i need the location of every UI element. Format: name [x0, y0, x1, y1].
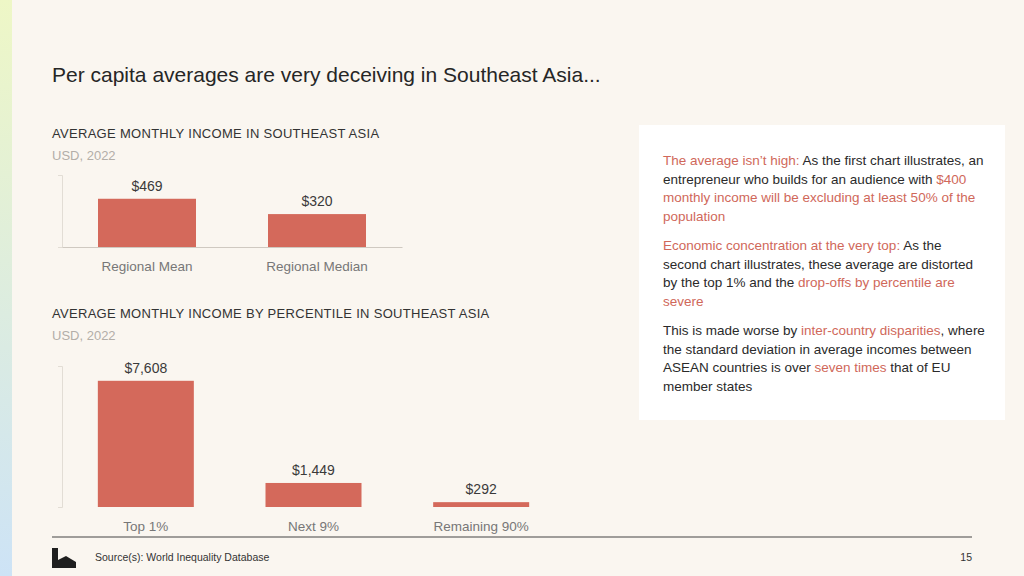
x-tick-label: Remaining 90%	[434, 519, 529, 534]
footer-rule	[52, 537, 972, 538]
data-label: $7,608	[124, 360, 167, 376]
background	[0, 0, 1024, 576]
x-tick: Regional Median	[266, 247, 367, 274]
y-axis-line	[58, 367, 63, 508]
bars	[98, 381, 529, 507]
x-tick: Remaining 90%	[434, 507, 529, 534]
data-labels: $7,608 $1,449 $292	[124, 360, 497, 497]
x-axis-line	[63, 507, 566, 508]
chart-subtitle: USD, 2022	[52, 148, 116, 163]
panel-text: inter-country disparities	[801, 323, 941, 338]
page-number: 15	[960, 551, 972, 563]
data-label: $292	[466, 481, 497, 497]
x-tick-label: Next 9%	[288, 519, 339, 534]
x-tick-label: Regional Mean	[102, 259, 193, 274]
panel-paragraph: This is made worse by inter-country disp…	[663, 322, 985, 396]
data-label: $469	[131, 178, 162, 194]
bar	[433, 502, 529, 507]
chart-title: AVERAGE MONTHLY INCOME BY PERCENTILE IN …	[52, 306, 490, 321]
panel-text: The average isn’t high:	[663, 153, 800, 168]
panel-text: Economic concentration at the very top:	[663, 238, 900, 253]
chart-title: AVERAGE MONTHLY INCOME IN SOUTHEAST ASIA	[52, 126, 379, 141]
data-labels: $469 $320	[131, 178, 332, 209]
bar	[266, 483, 362, 507]
bar	[98, 199, 196, 247]
x-tick-label: Top 1%	[123, 519, 168, 534]
data-label: $320	[301, 193, 332, 209]
panel-paragraph: The average isn’t high: As the first cha…	[663, 152, 985, 226]
x-tick-label: Regional Median	[266, 259, 367, 274]
page-title: Per capita averages are very deceiving i…	[52, 63, 601, 86]
x-tick: Next 9%	[288, 507, 339, 534]
chart-subtitle: USD, 2022	[52, 328, 116, 343]
x-tick: Regional Mean	[102, 247, 193, 274]
panel-paragraph: Economic concentration at the very top: …	[663, 237, 985, 311]
logo	[52, 548, 76, 568]
x-tick: Top 1%	[123, 507, 168, 534]
y-axis	[58, 176, 63, 248]
chart: AVERAGE MONTHLY INCOME BY PERCENTILE IN …	[52, 306, 566, 534]
chart: AVERAGE MONTHLY INCOME IN SOUTHEAST ASIA…	[52, 126, 403, 274]
x-axis: Regional Mean Regional Median	[63, 247, 403, 274]
data-label: $1,449	[292, 462, 335, 478]
y-axis-line	[58, 176, 63, 248]
y-axis	[58, 367, 63, 508]
panel-text: This is made worse by	[663, 323, 801, 338]
x-axis-line	[63, 247, 403, 248]
panel-text: seven times	[815, 360, 887, 375]
text-panel: The average isn’t high: As the first cha…	[639, 125, 1005, 420]
source: Source(s): World Inequality Database	[95, 551, 269, 563]
bar	[98, 381, 194, 507]
x-axis: Top 1% Next 9% Remaining 90%	[63, 507, 566, 534]
bar	[268, 214, 366, 247]
edge-strip	[0, 0, 12, 576]
